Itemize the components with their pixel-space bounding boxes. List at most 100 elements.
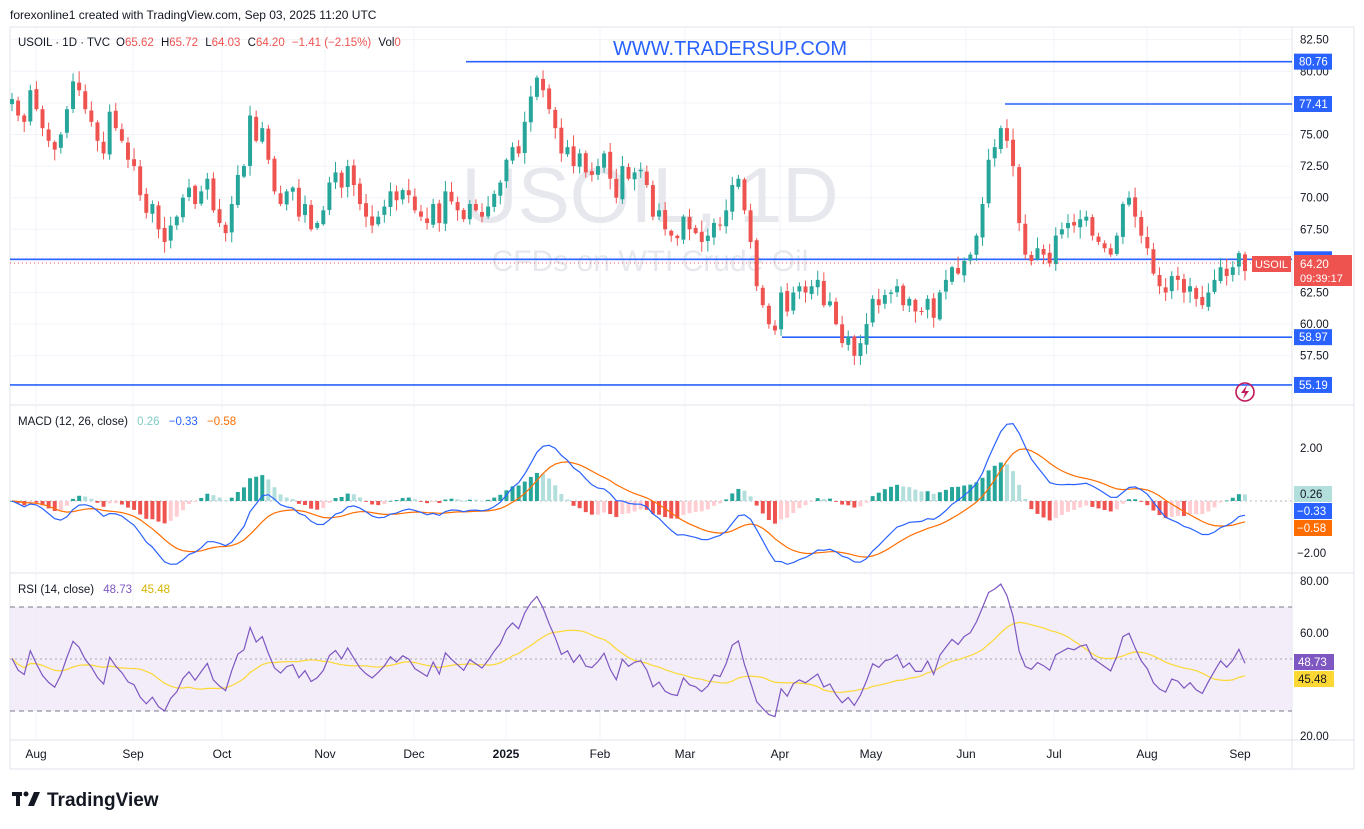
macd-line xyxy=(11,422,1246,565)
macd-legend[interactable]: MACD (12, 26, close) 0.26 −0.33 −0.58 xyxy=(18,416,236,428)
candle-body xyxy=(644,171,649,186)
candle-body xyxy=(1102,243,1107,249)
macd-hist-bar xyxy=(1078,501,1083,508)
macd-hist-bar xyxy=(223,500,228,501)
candle-body xyxy=(1169,276,1174,292)
candle-body xyxy=(1059,229,1064,235)
rsi-label: RSI (14, close) xyxy=(18,584,94,596)
macd-hist-bar xyxy=(748,496,753,501)
candle-body xyxy=(1127,197,1132,205)
site-watermark: WWW.TRADERSUP.COM xyxy=(613,38,847,60)
candle-body xyxy=(480,212,484,217)
macd-hist-bar xyxy=(364,501,369,502)
time-tick: Oct xyxy=(213,747,232,761)
macd-hist-bar xyxy=(394,499,399,501)
candle-body xyxy=(773,325,777,331)
macd-hist-bar xyxy=(559,494,564,501)
candle-body xyxy=(675,235,680,239)
candle-body xyxy=(595,166,600,175)
candle-body xyxy=(876,299,881,306)
candle-body xyxy=(571,146,576,167)
macd-hist-bar xyxy=(773,501,777,524)
legend-h-value: 65.72 xyxy=(169,37,198,49)
time-tick: May xyxy=(860,747,883,761)
last-price-badge-bg xyxy=(1294,255,1352,286)
macd-hist-bar xyxy=(614,501,619,518)
candle-body xyxy=(370,216,375,226)
price-tick: 75.00 xyxy=(1300,129,1329,141)
macd-hist-bar xyxy=(852,501,857,508)
candle-body xyxy=(1017,167,1022,223)
macd-hist-bar xyxy=(187,501,191,504)
candle-body xyxy=(1072,222,1077,226)
macd-hist-bar xyxy=(455,499,460,501)
macd-hist-bar xyxy=(1243,494,1247,501)
candle-body xyxy=(1157,274,1162,287)
macd-hist-bar xyxy=(632,501,637,512)
time-tick: Jul xyxy=(1046,747,1061,761)
legend-l-value: 64.03 xyxy=(212,37,241,49)
candle-body xyxy=(1163,287,1168,293)
legend-symbol[interactable]: USOIL · 1D · TVC xyxy=(18,37,110,49)
candle-body xyxy=(235,174,240,206)
legend-vol-label: Vol xyxy=(378,37,394,49)
candle-body xyxy=(1243,254,1247,272)
macd-hist-bar xyxy=(333,498,338,501)
macd-hist-bar xyxy=(724,499,729,501)
legend-c-label: C xyxy=(248,37,256,49)
candle-body xyxy=(809,286,814,295)
candle-body xyxy=(1236,253,1241,267)
rsi-tick-60: 60.00 xyxy=(1300,628,1329,640)
macd-hist-bar xyxy=(1188,501,1193,515)
candle-body xyxy=(827,301,832,306)
rsi-legend[interactable]: RSI (14, close) 48.73 45.48 xyxy=(18,584,170,596)
rsi-ma-badge: 45.48 xyxy=(1298,674,1327,686)
macd-hist-bar xyxy=(522,481,527,501)
macd-hist-bar xyxy=(64,501,69,506)
macd-hist-bar xyxy=(1059,501,1064,515)
macd-hist-bar xyxy=(229,497,234,501)
macd-hist-bar xyxy=(418,501,423,502)
time-tick: Jun xyxy=(956,747,975,761)
macd-signal-badge: −0.58 xyxy=(1297,523,1326,535)
candle-body xyxy=(77,82,82,91)
legend-o-label: O xyxy=(116,37,125,49)
candle-body xyxy=(650,185,655,217)
candle-body xyxy=(895,286,900,293)
candle-body xyxy=(516,146,521,154)
macd-hist-bar xyxy=(681,501,686,515)
candles[interactable] xyxy=(10,70,1247,366)
time-axis[interactable]: Aug Sep Oct Nov Dec 2025 Feb Mar Apr May Jun Jul Aug… xyxy=(25,747,1251,761)
macd-line-badge-bg xyxy=(1294,503,1332,519)
candle-body xyxy=(278,193,283,205)
macd-hist-bar xyxy=(101,501,106,507)
macd-hist-bar xyxy=(278,494,283,501)
macd-hist-bar xyxy=(1108,501,1113,512)
candle-body xyxy=(1224,268,1229,277)
candle-body xyxy=(1047,252,1052,264)
price-tick: 60.00 xyxy=(1300,319,1329,331)
candle-body xyxy=(925,298,930,310)
macd-hist-bar xyxy=(736,488,741,501)
macd-hist-bar xyxy=(370,501,375,505)
macd-hist-bar xyxy=(803,501,808,506)
candle-body xyxy=(10,99,14,105)
candle-body xyxy=(620,166,625,200)
candle-body xyxy=(315,222,320,228)
macd-hist-bar xyxy=(791,501,796,514)
macd-hist-bar xyxy=(669,501,674,519)
candle-body xyxy=(1035,248,1040,260)
candle-body xyxy=(998,128,1003,149)
macd-hist-bar xyxy=(699,501,704,512)
lightning-icon[interactable] xyxy=(1235,382,1255,402)
macd-hist-bar xyxy=(620,501,625,515)
macd-hist-bar xyxy=(205,493,210,501)
symbol-badge: USOIL xyxy=(1255,259,1288,271)
candle-body xyxy=(467,204,472,220)
macd-hist-bar xyxy=(1053,501,1058,518)
candle-body xyxy=(455,202,460,211)
macd-value-3: −0.58 xyxy=(207,416,236,428)
level-badge: 55.19 xyxy=(1299,380,1328,392)
candle-body xyxy=(992,147,997,159)
